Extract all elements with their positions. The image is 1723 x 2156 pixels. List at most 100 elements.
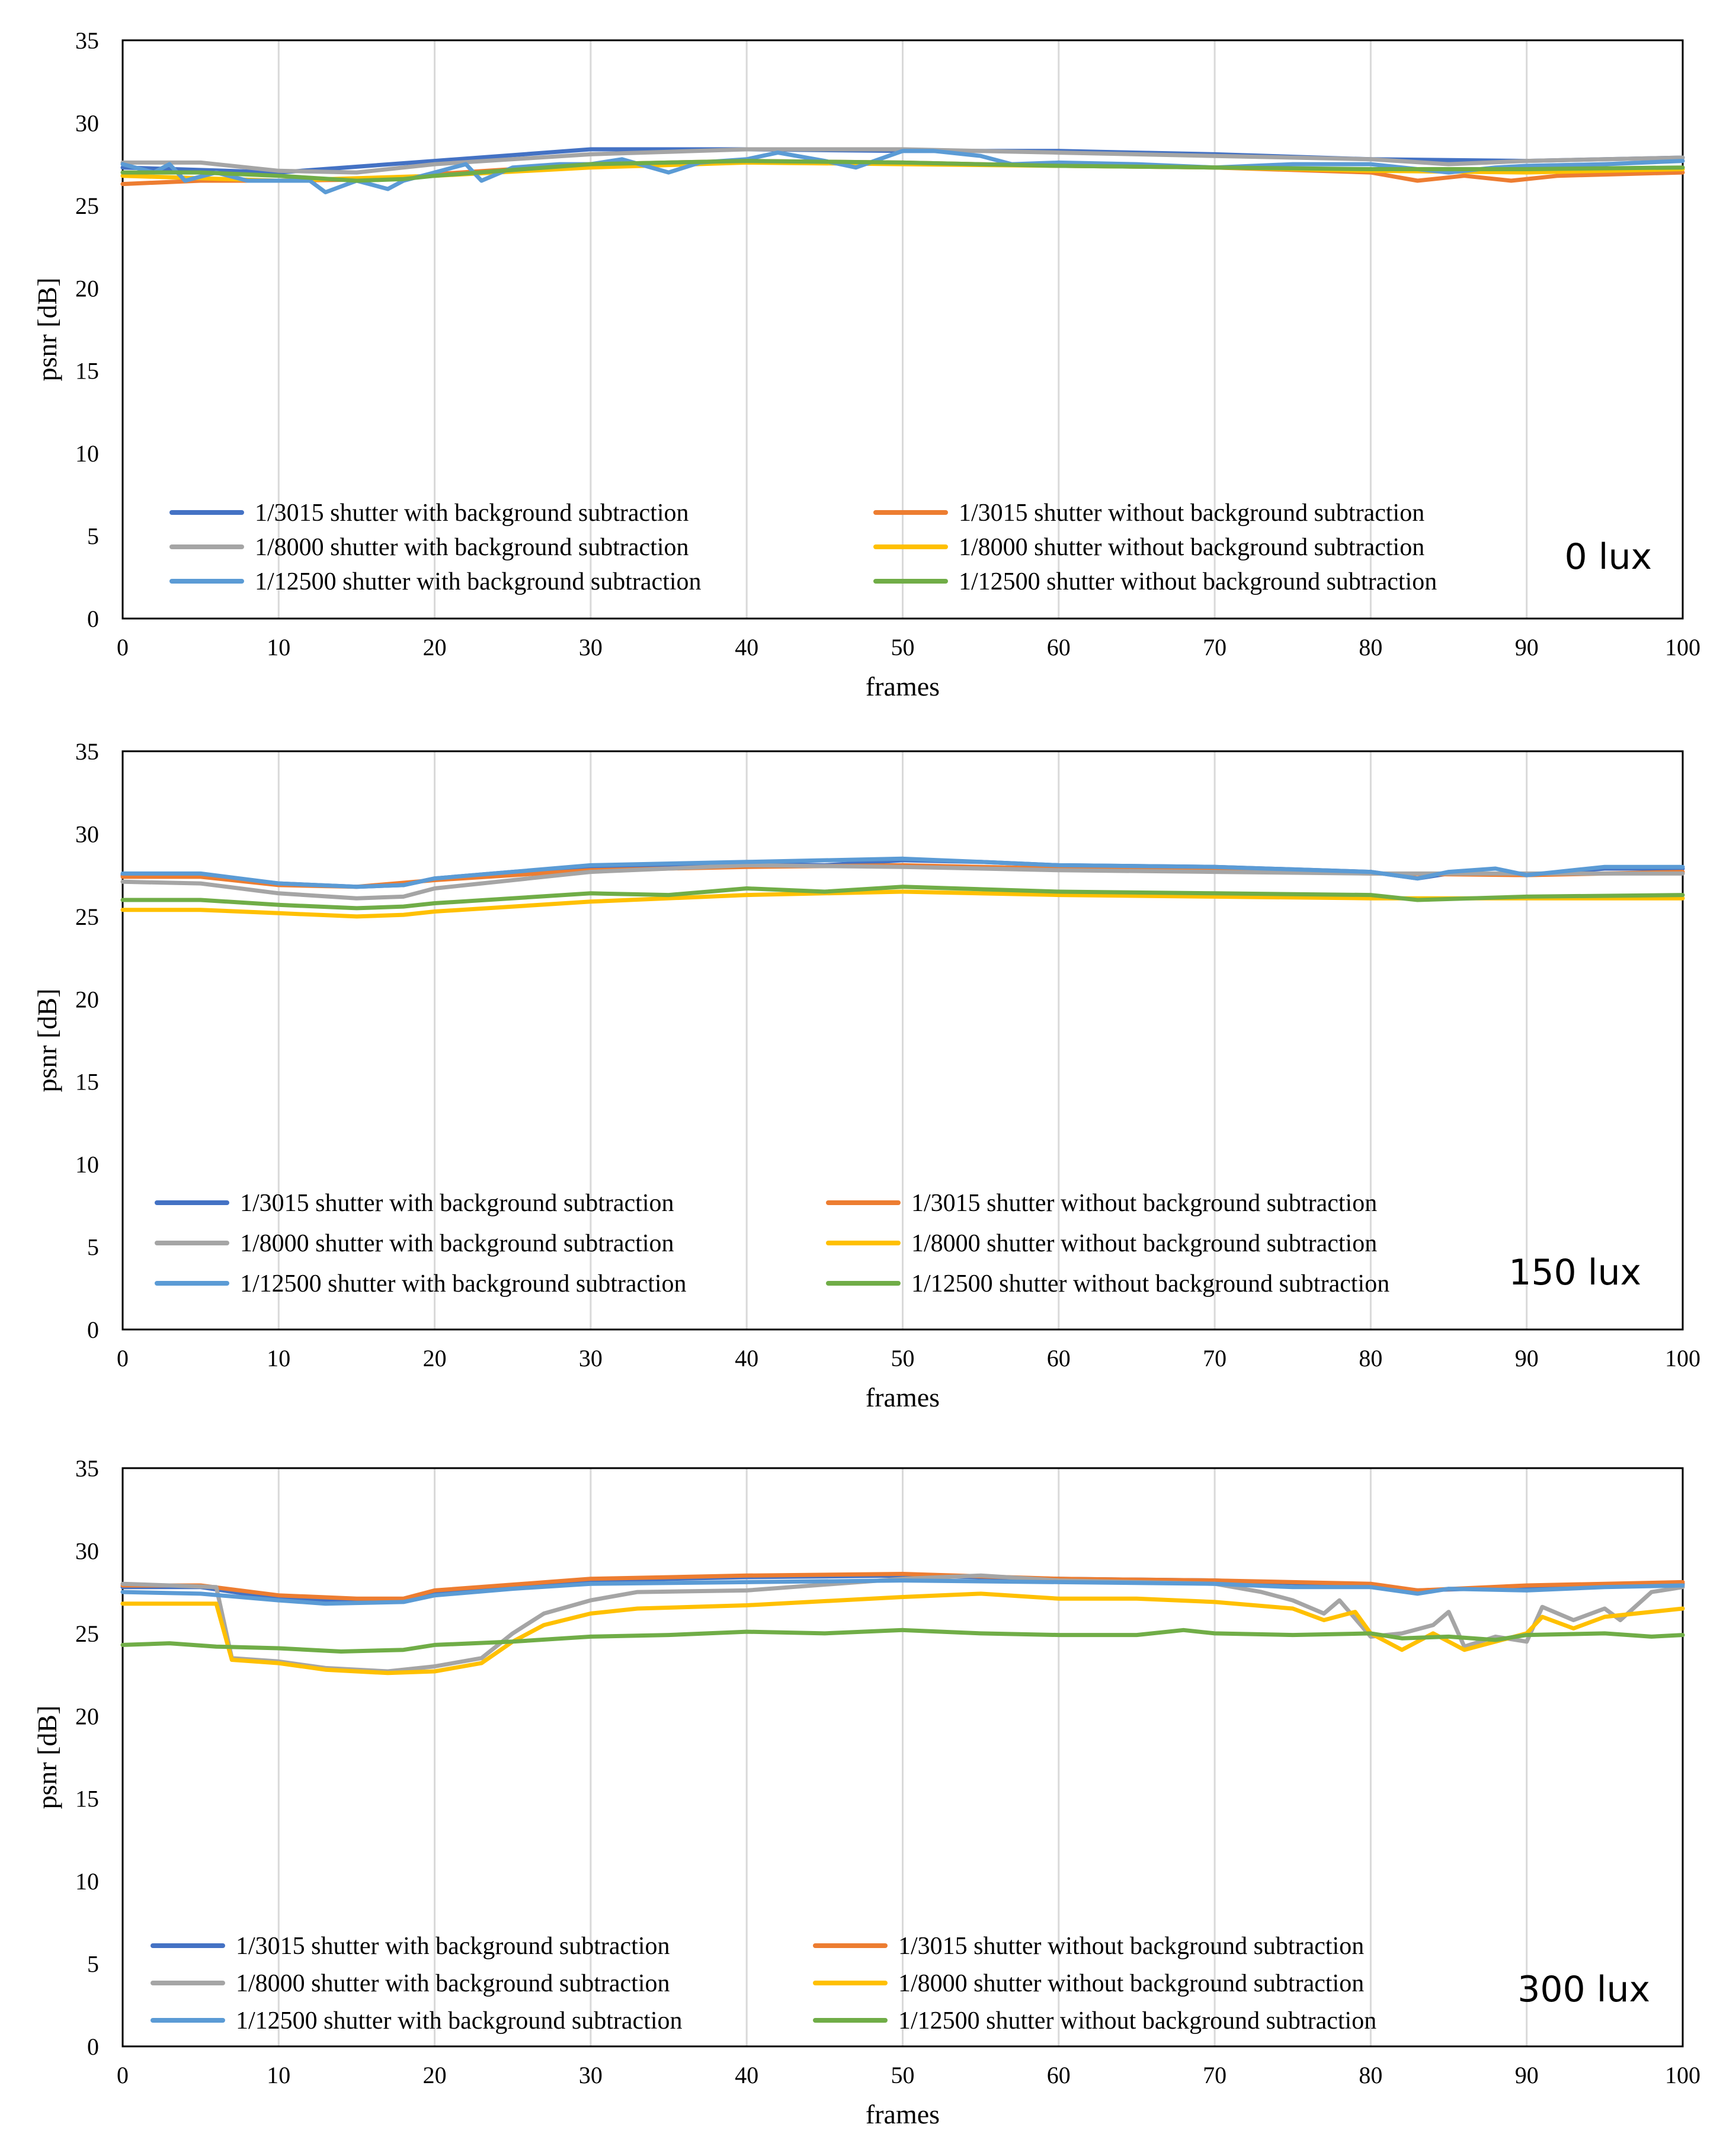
y-axis-title: psnr [dB]: [32, 1705, 62, 1809]
x-tick-label: 100: [1665, 2062, 1700, 2088]
series-line-s3015_without: [120, 1572, 1685, 1601]
x-tick-label: 50: [891, 2062, 915, 2088]
legend-label-s8000_with: 1/8000 shutter with background subtracti…: [236, 1970, 670, 1997]
x-tick-label: 40: [735, 634, 758, 661]
y-tick-label: 25: [75, 1620, 99, 1647]
x-tick-label: 0: [117, 2062, 129, 2088]
legend-label-s12500_with: 1/12500 shutter with background subtract…: [255, 568, 702, 595]
legend-label-s3015_without: 1/3015 shutter without background subtra…: [911, 1190, 1377, 1217]
y-tick-label: 5: [87, 1234, 99, 1261]
x-tick-label: 100: [1665, 634, 1700, 661]
series-line-s12500_with: [120, 149, 1685, 194]
x-tick-label: 10: [267, 2062, 290, 2088]
x-axis-title: frames: [866, 2099, 940, 2129]
legend-label-s12500_without: 1/12500 shutter without background subtr…: [898, 2007, 1376, 2035]
y-tick-label: 20: [75, 275, 99, 302]
series-line-s12500_without: [120, 1628, 1685, 1654]
legend-label-s12500_with: 1/12500 shutter with background subtract…: [236, 2007, 683, 2035]
legend-label-s3015_with: 1/3015 shutter with background subtracti…: [236, 1933, 670, 1960]
legend-label-s3015_with: 1/3015 shutter with background subtracti…: [240, 1190, 674, 1217]
y-tick-label: 20: [75, 1703, 99, 1729]
plot-frame: [121, 39, 1684, 620]
lux-annotation: 0 lux: [1565, 536, 1652, 578]
lux-annotation: 150 lux: [1509, 1252, 1641, 1293]
chart-panel-1: 0 10 20 30 40 50 60 70 80 90 100 0 5 10 15 20 25 30 35 fram…: [32, 27, 1700, 701]
legend-label-s12500_with: 1/12500 shutter with background subtract…: [240, 1270, 687, 1298]
y-tick-label: 15: [75, 1786, 99, 1812]
series-line-s12500_without: [120, 159, 1685, 183]
x-tick-label: 30: [579, 1345, 603, 1372]
legend-label-s8000_without: 1/8000 shutter without background subtra…: [911, 1230, 1377, 1257]
y-tick-label: 5: [87, 523, 99, 550]
x-tick-label: 90: [1515, 634, 1539, 661]
x-tick-label: 80: [1359, 634, 1382, 661]
x-tick-label: 60: [1047, 2062, 1071, 2088]
x-tick-label: 0: [117, 634, 129, 661]
series-line-s12500_with: [120, 1578, 1685, 1606]
x-tick-label: 60: [1047, 634, 1071, 661]
x-tick-label: 40: [735, 1345, 758, 1372]
x-axis-title: frames: [866, 671, 940, 701]
lux-annotation: 300 lux: [1517, 1969, 1650, 2010]
x-tick-label: 90: [1515, 1345, 1539, 1372]
y-tick-label: 25: [75, 193, 99, 219]
y-tick-label: 10: [75, 440, 99, 467]
series-line-s12500_with: [120, 856, 1685, 889]
series-line-s12500_without: [120, 885, 1685, 911]
x-tick-label: 10: [267, 1345, 290, 1372]
y-tick-label: 30: [75, 110, 99, 136]
y-tick-label: 25: [75, 904, 99, 930]
y-tick-label: 15: [75, 358, 99, 385]
x-axis-title: frames: [866, 1382, 940, 1412]
chart-panel-3: 0 10 20 30 40 50 60 70 80 90 100 0 5 10 15 20 25 30 35 fram…: [32, 1455, 1700, 2129]
y-axis-title: psnr [dB]: [32, 277, 62, 381]
y-tick-label: 0: [87, 606, 99, 632]
x-tick-label: 70: [1203, 1345, 1226, 1372]
legend-label-s3015_without: 1/3015 shutter without background subtra…: [959, 499, 1424, 527]
legend-label-s8000_with: 1/8000 shutter with background subtracti…: [255, 534, 689, 561]
legend-label-s8000_without: 1/8000 shutter without background subtra…: [959, 534, 1424, 561]
legend-label-s8000_without: 1/8000 shutter without background subtra…: [898, 1970, 1364, 1997]
x-tick-label: 40: [735, 2062, 758, 2088]
y-tick-label: 30: [75, 821, 99, 847]
x-tick-label: 60: [1047, 1345, 1071, 1372]
y-tick-label: 0: [87, 1316, 99, 1343]
y-tick-label: 10: [75, 1151, 99, 1178]
x-tick-label: 70: [1203, 2062, 1226, 2088]
plot-frame: [121, 1467, 1684, 2048]
series-line-s8000_with: [120, 863, 1685, 901]
x-tick-label: 90: [1515, 2062, 1539, 2088]
legend-label-s12500_without: 1/12500 shutter without background subtr…: [911, 1270, 1389, 1298]
x-tick-label: 20: [423, 1345, 447, 1372]
x-tick-label: 80: [1359, 1345, 1382, 1372]
x-tick-label: 100: [1665, 1345, 1700, 1372]
legend-label-s8000_with: 1/8000 shutter with background subtracti…: [240, 1230, 674, 1257]
y-tick-label: 10: [75, 1868, 99, 1895]
series-line-s8000_with: [120, 147, 1685, 175]
plot-frame: [121, 750, 1684, 1331]
legend-label-s12500_without: 1/12500 shutter without background subtr…: [959, 568, 1437, 595]
x-tick-label: 50: [891, 1345, 915, 1372]
x-tick-label: 30: [579, 634, 603, 661]
x-tick-label: 50: [891, 634, 915, 661]
x-tick-label: 80: [1359, 2062, 1382, 2088]
series-line-s8000_without: [120, 889, 1685, 919]
y-tick-label: 20: [75, 986, 99, 1013]
legend-label-s3015_without: 1/3015 shutter without background subtra…: [898, 1933, 1364, 1960]
y-tick-label: 0: [87, 2033, 99, 2060]
x-tick-label: 10: [267, 634, 290, 661]
y-tick-label: 35: [75, 27, 99, 54]
legend-label-s3015_with: 1/3015 shutter with background subtracti…: [255, 499, 689, 527]
y-tick-label: 15: [75, 1069, 99, 1095]
x-tick-label: 20: [423, 2062, 447, 2088]
y-tick-label: 35: [75, 738, 99, 765]
y-tick-label: 30: [75, 1537, 99, 1564]
y-axis-title: psnr [dB]: [32, 988, 62, 1092]
x-tick-label: 70: [1203, 634, 1226, 661]
x-tick-label: 20: [423, 634, 447, 661]
x-tick-label: 0: [117, 1345, 129, 1372]
y-tick-label: 5: [87, 1951, 99, 1978]
x-tick-label: 30: [579, 2062, 603, 2088]
y-tick-label: 35: [75, 1455, 99, 1482]
